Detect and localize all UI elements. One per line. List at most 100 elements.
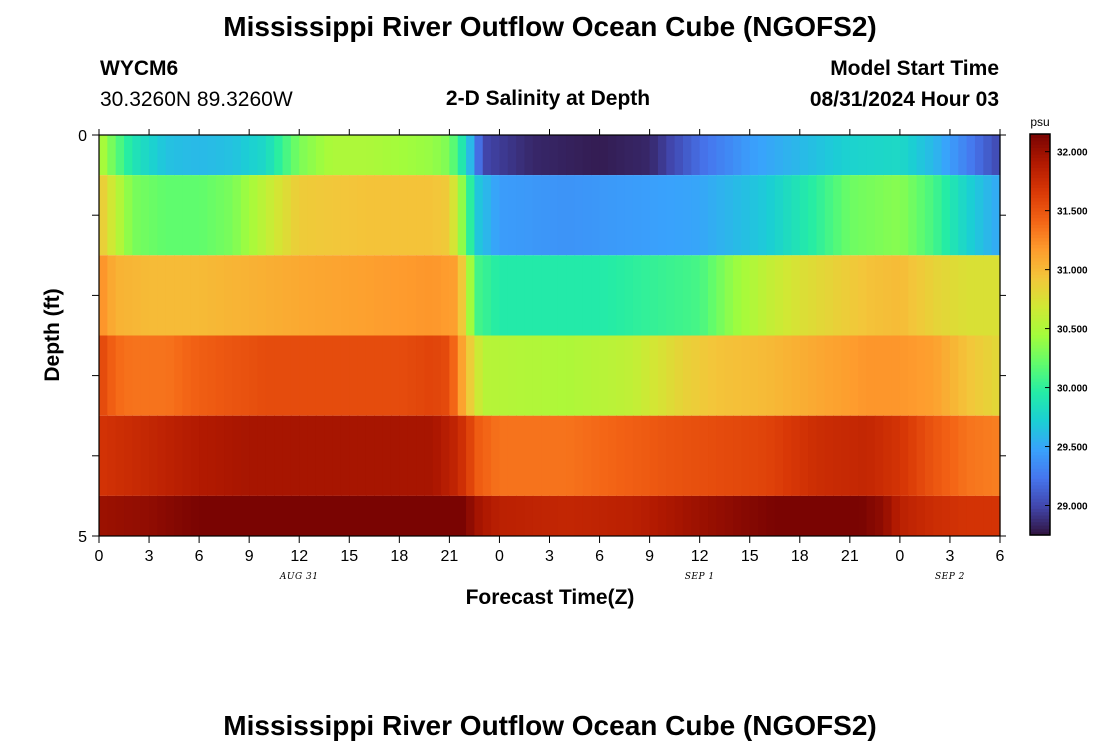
heatmap-cell (215, 415, 225, 496)
heatmap-cell (724, 495, 734, 536)
colorbar-segment (1030, 431, 1050, 436)
heatmap-cell (132, 135, 142, 176)
heatmap-cell (107, 135, 117, 176)
x-date-label: SEP 1 (685, 572, 715, 582)
heatmap-cell (883, 335, 893, 416)
heatmap-cell (99, 415, 108, 496)
heatmap-cell (958, 135, 968, 176)
colorbar-segment (1030, 458, 1050, 463)
heatmap-cell (382, 255, 392, 336)
heatmap-cell (599, 135, 609, 176)
heatmap-cell (541, 255, 551, 336)
heatmap-cell (766, 335, 776, 416)
heatmap-cell (766, 175, 776, 256)
heatmap-cell (883, 255, 893, 336)
colorbar-segment (1030, 491, 1050, 496)
colorbar-segment (1030, 354, 1050, 359)
heatmap-cell (749, 495, 759, 536)
heatmap-cell (249, 495, 259, 536)
heatmap-cell (924, 335, 934, 416)
heatmap-cell (866, 335, 876, 416)
heatmap-cell (140, 495, 150, 536)
heatmap-cell (199, 495, 209, 536)
heatmap-cell (858, 335, 868, 416)
colorbar-segment (1030, 254, 1050, 259)
heatmap-cell (933, 255, 943, 336)
heatmap-cell (974, 415, 984, 496)
heatmap-cell (249, 135, 259, 176)
heatmap-cell (708, 135, 717, 176)
heatmap-cell (232, 495, 242, 536)
heatmap-cell (582, 255, 592, 336)
heatmap-cell (816, 175, 826, 256)
heatmap-cell (115, 175, 125, 256)
colorbar-segment (1030, 371, 1050, 376)
model-start-label: Model Start Time (830, 57, 999, 80)
heatmap-cell (649, 135, 659, 176)
heatmap-cell (257, 175, 267, 256)
colorbar-segment (1030, 271, 1050, 275)
heatmap-cell (841, 335, 851, 416)
heatmap-cell (933, 415, 943, 496)
heatmap-cell (983, 135, 993, 176)
heatmap-cell (774, 135, 784, 176)
heatmap-cell (924, 255, 934, 336)
heatmap-cell (716, 335, 726, 416)
heatmap-cell (374, 135, 384, 176)
heatmap-cell (824, 335, 834, 416)
colorbar-segment (1030, 511, 1050, 516)
colorbar-segment (1030, 180, 1050, 185)
heatmap-cell (441, 135, 450, 176)
heatmap-cell (516, 175, 526, 256)
heatmap-cell (616, 175, 626, 256)
heatmap-cell (591, 495, 601, 536)
heatmap-cell (282, 175, 292, 256)
heatmap-cell (365, 415, 375, 496)
heatmap-cell (833, 175, 843, 256)
heatmap-cell (949, 175, 959, 256)
heatmap-cell (974, 495, 984, 536)
heatmap-cell (641, 255, 651, 336)
heatmap-cell (290, 135, 300, 176)
heatmap-cell (708, 415, 717, 496)
heatmap-cell (215, 135, 225, 176)
colorbar-tick-label: 31.500 (1057, 207, 1088, 218)
heatmap-cell (691, 335, 701, 416)
heatmap-cell (941, 135, 951, 176)
heatmap-cell (190, 175, 200, 256)
colorbar-segment (1030, 468, 1050, 473)
heatmap-cell (374, 495, 384, 536)
heatmap-cell (424, 255, 434, 336)
colorbar-segment (1030, 237, 1050, 242)
heatmap-cell (199, 135, 209, 176)
heatmap-cell (132, 415, 142, 496)
heatmap-cell (157, 415, 167, 496)
heatmap-cell (599, 495, 609, 536)
heatmap-cell (240, 255, 250, 336)
heatmap-cell (524, 335, 534, 416)
y-tick-label: 0 (78, 128, 87, 145)
heatmap-cell (566, 495, 576, 536)
heatmap-cell (249, 255, 259, 336)
heatmap-cell (424, 415, 434, 496)
heatmap-cell (157, 335, 167, 416)
heatmap-cell (240, 135, 250, 176)
heatmap-cell (607, 335, 617, 416)
heatmap-cell (733, 255, 742, 336)
heatmap-cell (666, 335, 676, 416)
heatmap-cell (507, 415, 517, 496)
heatmap-cell (474, 495, 484, 536)
heatmap-cell (958, 495, 968, 536)
heatmap-cell (482, 255, 492, 336)
heatmap-cell (966, 175, 976, 256)
x-tick-label: 3 (545, 548, 554, 565)
x-tick-label: 21 (440, 548, 458, 565)
heatmap-cell (758, 495, 767, 536)
heatmap-cell (916, 495, 926, 536)
heatmap-cell (541, 335, 551, 416)
heatmap-cell (207, 255, 217, 336)
colorbar-segment (1030, 498, 1050, 503)
x-tick-label: 12 (290, 548, 308, 565)
heatmap-cell (107, 175, 117, 256)
heatmap-cell (174, 495, 184, 536)
